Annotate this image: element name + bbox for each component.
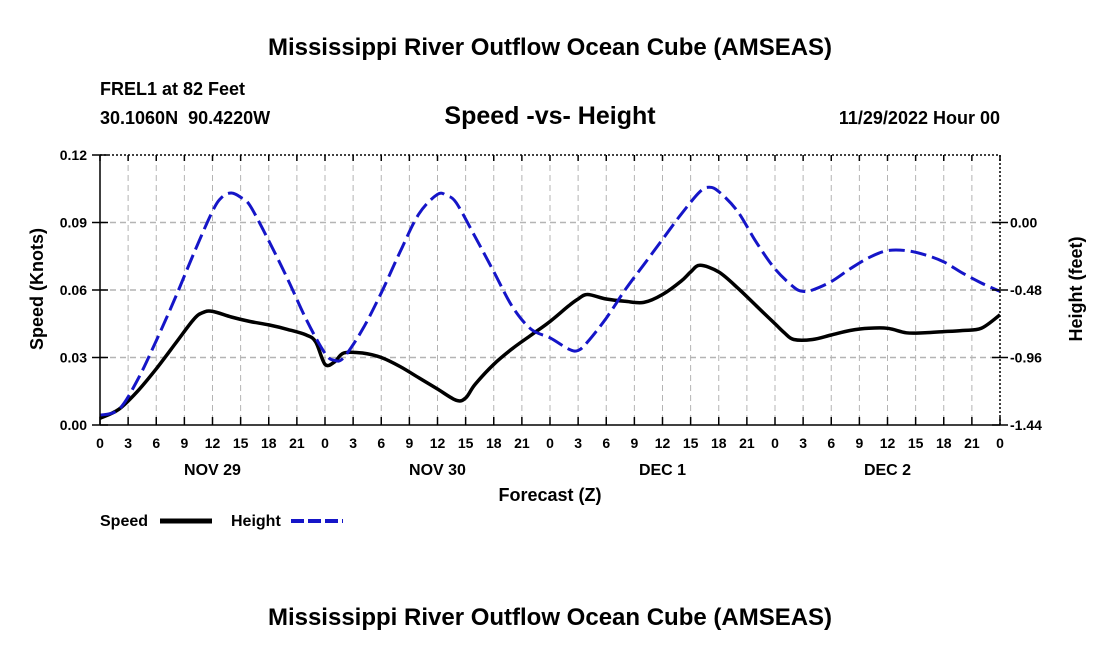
y-tick-label: 0.09 bbox=[60, 215, 87, 231]
y-tick-label: 0.06 bbox=[60, 282, 87, 298]
coordinates-label: 30.1060N 90.4220W bbox=[100, 108, 270, 128]
day-label: DEC 2 bbox=[864, 462, 911, 479]
y-tick-label: 0.03 bbox=[60, 350, 87, 366]
day-label: NOV 30 bbox=[409, 462, 466, 479]
x-tick-label: 18 bbox=[486, 435, 502, 451]
x-tick-label: 15 bbox=[458, 435, 474, 451]
x-tick-label: 15 bbox=[683, 435, 699, 451]
legend-speed-label: Speed bbox=[100, 513, 148, 530]
x-tick-label: 0 bbox=[96, 435, 104, 451]
x-tick-label: 18 bbox=[261, 435, 277, 451]
x-tick-label: 9 bbox=[855, 435, 863, 451]
x-tick-label: 0 bbox=[321, 435, 329, 451]
x-tick-label: 6 bbox=[602, 435, 610, 451]
x-tick-label: 9 bbox=[405, 435, 413, 451]
legend-height-label: Height bbox=[231, 513, 281, 530]
y-tick-label: 0.12 bbox=[60, 147, 87, 163]
axes: 0 3 6 9 12 15 18 21 0 3 6 9 12 15 18 21 0 3 6 9 12 15 18 21 0 3 6 9… bbox=[60, 147, 1042, 479]
series-line-speed bbox=[99, 263, 1002, 420]
x-tick-label: 15 bbox=[908, 435, 924, 451]
x-tick-label: 6 bbox=[827, 435, 835, 451]
station-label: FREL1 at 82 Feet bbox=[100, 79, 245, 99]
x-tick-label: 12 bbox=[880, 435, 896, 451]
x-tick-label: 12 bbox=[205, 435, 221, 451]
x-tick-label: 18 bbox=[711, 435, 727, 451]
series-layer bbox=[99, 185, 1002, 420]
x-tick-label: 12 bbox=[655, 435, 671, 451]
day-label: NOV 29 bbox=[184, 462, 241, 479]
chart-subtitle: Speed -vs- Height bbox=[444, 102, 656, 130]
x-tick-label: 12 bbox=[430, 435, 446, 451]
x-tick-label: 21 bbox=[514, 435, 530, 451]
x-tick-label: 0 bbox=[996, 435, 1004, 451]
chart-main-title: Mississippi River Outflow Ocean Cube (AM… bbox=[268, 34, 832, 61]
y-tick-label: 0.00 bbox=[60, 417, 87, 433]
day-label: DEC 1 bbox=[639, 462, 686, 479]
series-line-height bbox=[99, 185, 1001, 417]
x-tick-label: 3 bbox=[124, 435, 132, 451]
x-tick-label: 6 bbox=[377, 435, 385, 451]
y2-tick-label: -1.44 bbox=[1010, 417, 1042, 433]
date-hour-label: 11/29/2022 Hour 00 bbox=[839, 108, 1000, 128]
y2-tick-label: -0.96 bbox=[1010, 350, 1042, 366]
x-tick-label: 6 bbox=[152, 435, 160, 451]
y2-tick-label: 0.00 bbox=[1010, 215, 1037, 231]
x-tick-label: 9 bbox=[630, 435, 638, 451]
x-tick-label: 9 bbox=[180, 435, 188, 451]
x-tick-label: 3 bbox=[799, 435, 807, 451]
footer-title: Mississippi River Outflow Ocean Cube (AM… bbox=[268, 604, 832, 631]
x-tick-label: 21 bbox=[289, 435, 305, 451]
x-tick-label: 0 bbox=[771, 435, 779, 451]
x-tick-label: 18 bbox=[936, 435, 952, 451]
x-tick-label: 15 bbox=[233, 435, 249, 451]
x-axis-title: Forecast (Z) bbox=[498, 485, 601, 505]
x-tick-label: 0 bbox=[546, 435, 554, 451]
x-tick-label: 21 bbox=[739, 435, 755, 451]
y-axis-right-title: Height (feet) bbox=[1066, 237, 1086, 342]
x-tick-label: 3 bbox=[574, 435, 582, 451]
legend: Speed Height bbox=[100, 513, 343, 530]
y-axis-left-title: Speed (Knots) bbox=[27, 228, 47, 350]
x-tick-label: 21 bbox=[964, 435, 980, 451]
y2-tick-label: -0.48 bbox=[1010, 282, 1042, 298]
x-tick-label: 3 bbox=[349, 435, 357, 451]
